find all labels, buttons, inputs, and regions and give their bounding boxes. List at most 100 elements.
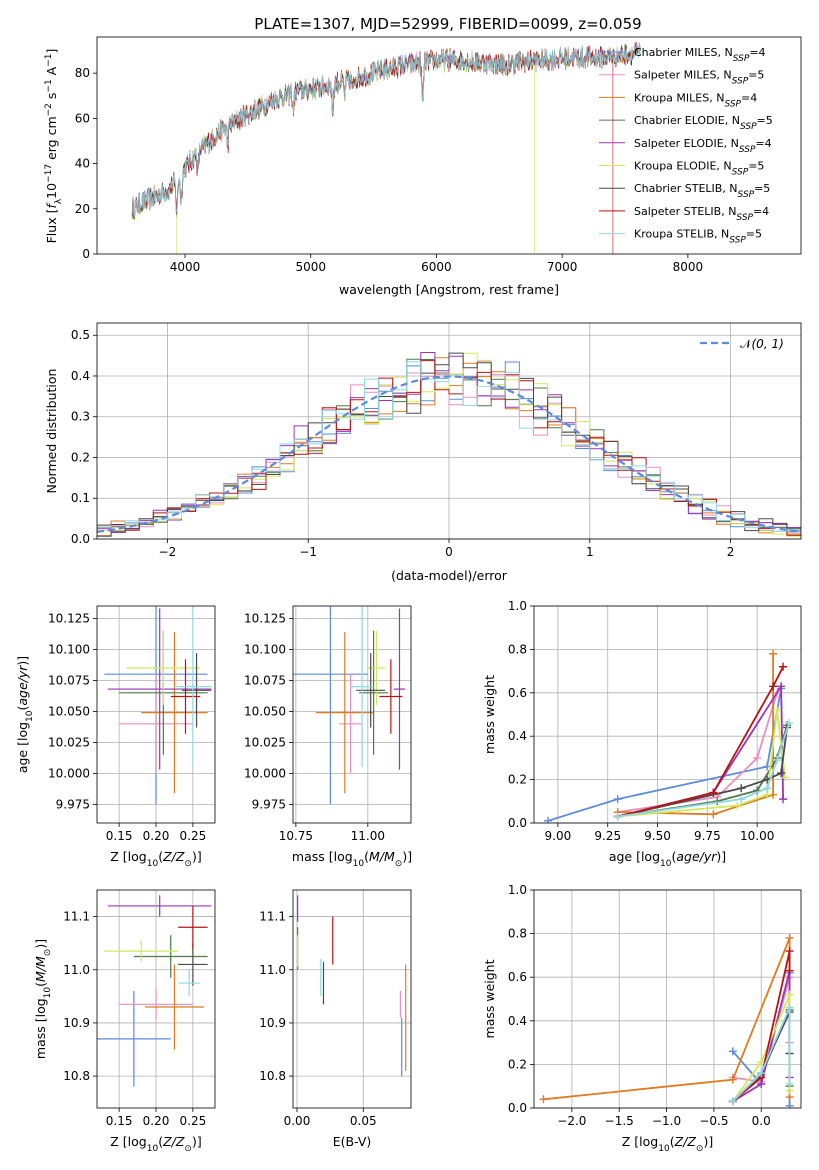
tick-label-y: 10.075 (48, 673, 90, 687)
tick-label-y: 11.0 (259, 963, 286, 977)
legend-label: Kroupa ELODIE, NSSP=5 (634, 160, 764, 178)
tick-label-y: 11.1 (63, 910, 90, 924)
data-point-marker (709, 810, 718, 819)
x-axis-label: (data-model)/error (391, 568, 508, 583)
tick-label-y: 0.4 (508, 729, 527, 743)
tick-label-y: 0.0 (508, 816, 527, 830)
data-point-marker (539, 1095, 548, 1104)
legend-label: Kroupa STELIB, NSSP=5 (634, 228, 762, 246)
x-axis-label: Z [log10(Z/Z⊙)] (110, 849, 201, 869)
tick-label-x: 5000 (295, 260, 326, 274)
x-axis-label: Z [log10(Z/Z⊙)] (110, 1134, 201, 1154)
y-axis-label: Flux [fλ10−17 erg cm−2 s−1 A−1] (44, 49, 64, 244)
legend-label: Salpeter STELIB, NSSP=4 (634, 205, 769, 223)
tick-label-x: 7000 (547, 260, 578, 274)
tick-label-x: 4000 (170, 260, 201, 274)
histogram-step (97, 360, 801, 536)
legend-label: Chabrier ELODIE, NSSP=5 (634, 114, 773, 132)
legend-label: Kroupa MILES, NSSP=4 (634, 91, 757, 109)
tick-label-y: 10.125 (48, 611, 90, 625)
tick-label-x: 0.15 (106, 829, 133, 843)
x-axis-label: mass [log10(M/M⊙)] (292, 849, 412, 869)
mass-weight-line (732, 950, 791, 1103)
tick-label-x: 0.00 (284, 1114, 311, 1128)
tick-label-y: 0.8 (508, 642, 527, 656)
tick-label-y: 0.8 (508, 927, 527, 941)
tick-label-y: 0.4 (71, 369, 90, 383)
tick-label-x: 10.75 (279, 829, 313, 843)
tick-label-y: 11.1 (259, 910, 286, 924)
tick-label-y: 0.2 (71, 450, 90, 464)
y-axis-label: mass [log10(M/M⊙)] (33, 939, 53, 1059)
plot-area (104, 606, 212, 805)
tick-label-y: 10.050 (48, 704, 90, 718)
data-point-marker (728, 1097, 737, 1106)
mass-weight-line (617, 666, 784, 818)
tick-label-y: 0.4 (508, 1014, 527, 1028)
data-point-marker (785, 966, 794, 975)
plot-area (97, 352, 801, 537)
tick-label-x: 11.00 (351, 829, 385, 843)
mass-weight-line (547, 688, 782, 822)
plot-area (539, 933, 794, 1108)
tick-label-y: 11.0 (63, 963, 90, 977)
tick-label-x: 9.75 (694, 829, 721, 843)
plot-area (131, 41, 641, 254)
chart-age_vs_mass: 10.75 11.00 9.975 10.000 10.025 10.050 10.075 1… (244, 605, 412, 869)
tick-label-y: 0.6 (508, 686, 527, 700)
data-point-marker (709, 788, 718, 797)
data-point-marker (785, 1003, 794, 1012)
chart-mass_weight_vs_age: 9.00 9.25 9.50 9.75 10.00 0.0 0.2 0.4 0.6 0.8 1.0 a… (482, 599, 802, 869)
tick-label-x: 8000 (673, 260, 704, 274)
tick-label-x: −0.5 (699, 1114, 728, 1128)
data-point-marker (779, 795, 788, 804)
chart-age_vs_Z: 0.15 0.20 0.25 9.975 10.000 10.025 10.050 10.07… (15, 605, 216, 869)
tick-label-x: 0.20 (143, 1114, 170, 1128)
data-point-marker (769, 682, 778, 691)
tick-label-y: 10.9 (259, 1016, 286, 1030)
x-axis-label: age [log10(age/yr)] (609, 849, 726, 869)
data-point-marker (613, 812, 622, 821)
chart-residuals: −2 −1 0 1 2 0.0 0.1 0.2 0.3 0.4 0.5 𝒩(0, 1) (data-mo… (44, 322, 802, 583)
data-point-marker (779, 662, 788, 671)
data-point-marker (613, 795, 622, 804)
y-axis-label: mass weight (482, 959, 497, 1038)
tick-label-y: 10.100 (244, 642, 286, 656)
axes-frame (96, 322, 802, 540)
legend-label: Salpeter MILES, NSSP=5 (634, 69, 764, 87)
tick-label-y: 10.9 (63, 1016, 90, 1030)
tick-label-y: 10.125 (244, 611, 286, 625)
data-point-marker (781, 773, 790, 782)
data-point-marker (733, 801, 742, 810)
tick-label-x: 10.00 (740, 829, 774, 843)
plot-area (297, 895, 407, 1077)
normal-curve (97, 375, 801, 533)
tick-label-x: 0.20 (143, 829, 170, 843)
tick-label-x: 0 (445, 545, 453, 559)
data-point-marker (777, 769, 786, 778)
legend-label: Chabrier MILES, NSSP=4 (634, 46, 766, 64)
data-point-marker (753, 753, 762, 762)
data-point-marker (543, 816, 552, 823)
tick-label-y: 1.0 (508, 883, 527, 897)
tick-label-y: 10.8 (259, 1069, 286, 1083)
data-point-marker (785, 1101, 794, 1108)
x-axis-label: E(B-V) (333, 1134, 372, 1149)
chart-spectrum: 4000 5000 6000 7000 8000 0 20 40 60 80 wavelength … (44, 36, 802, 297)
mass-weight-line (617, 725, 788, 818)
tick-label-y: 1.0 (508, 599, 527, 613)
y-axis-label: Normed distribution (44, 369, 59, 494)
y-axis-label: mass weight (482, 675, 497, 754)
tick-label-y: 10.000 (244, 766, 286, 780)
tick-label-x: 9.00 (545, 829, 572, 843)
data-point-marker (728, 1047, 737, 1056)
tick-label-x: 9.50 (644, 829, 671, 843)
tick-label-x: −1.0 (652, 1114, 681, 1128)
legend-label: 𝒩(0, 1) (740, 337, 784, 351)
plot-area (543, 649, 794, 823)
data-point-marker (785, 719, 794, 728)
tick-label-x: 9.25 (594, 829, 621, 843)
tick-label-y: 40 (75, 157, 90, 171)
y-axis-label: age [log10(age/yr)] (15, 656, 35, 773)
